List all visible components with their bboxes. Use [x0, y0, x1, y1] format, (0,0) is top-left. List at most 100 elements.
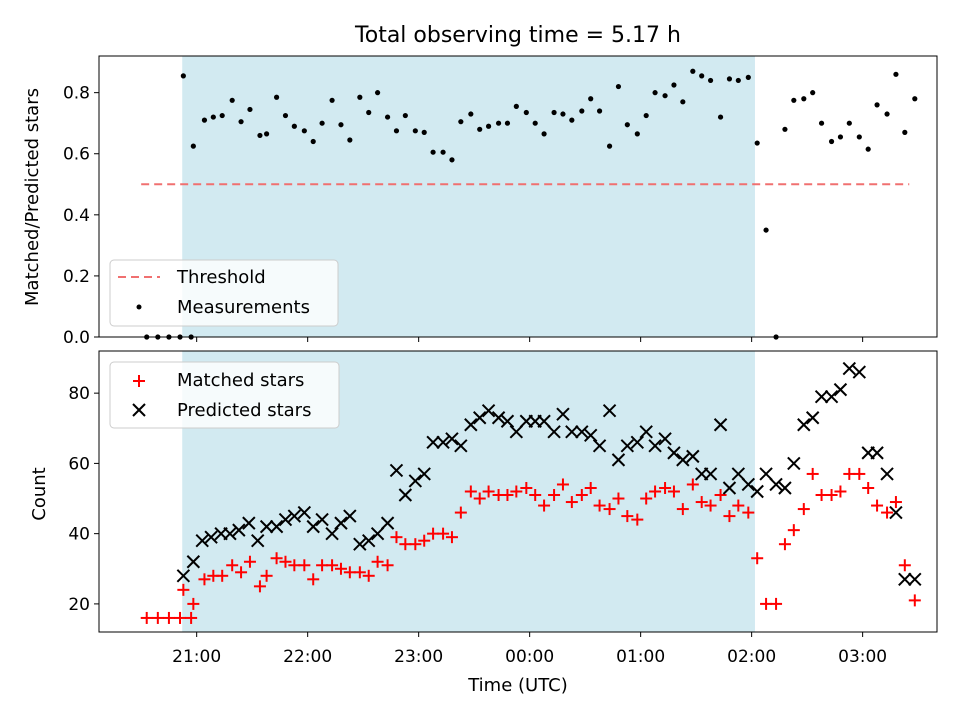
bottom-plot-frame — [98, 350, 938, 633]
matched-star-point — [253, 580, 266, 593]
measurement-point — [374, 90, 381, 96]
measurement-point — [201, 117, 208, 123]
measurement-point — [495, 120, 502, 126]
predicted-star-point — [731, 467, 746, 481]
measurement-point — [662, 93, 668, 99]
matched-star-point — [326, 559, 339, 572]
legend-measurements-label: Measurements — [177, 297, 310, 318]
measurement-point — [680, 99, 686, 105]
measurement-point — [615, 83, 622, 90]
measurement-point — [412, 128, 418, 134]
matched-star-point — [787, 524, 800, 537]
matched-star-point — [482, 485, 495, 498]
bottom-legend: Matched stars Predicted stars — [109, 361, 340, 429]
measurement-point — [763, 227, 769, 233]
predicted-star-point — [473, 411, 487, 425]
measurement-point — [884, 111, 890, 117]
predicted-star-point — [713, 418, 728, 432]
predicted-star-point — [797, 418, 811, 432]
predicted-star-point — [186, 555, 201, 569]
predicted-star-point — [398, 488, 413, 502]
matched-star-point — [584, 481, 597, 494]
matched-star-point — [187, 597, 200, 610]
predicted-star-point — [278, 512, 293, 527]
matched-star-point — [603, 503, 616, 516]
predicted-star-point — [362, 533, 376, 548]
x-axis-label: Time (UTC) — [467, 675, 568, 696]
measurement-point — [690, 68, 696, 74]
matched-star-point — [714, 489, 727, 502]
measurement-point — [247, 106, 253, 113]
matched-star-point — [216, 569, 229, 582]
matched-star-point — [334, 562, 347, 575]
legend-threshold-label: Threshold — [176, 267, 266, 288]
predicted-star-point — [870, 446, 884, 460]
matched-star-point — [898, 559, 911, 572]
matched-star-point — [770, 597, 783, 610]
x-tick-label: 22:00 — [283, 647, 332, 667]
predicted-star-point — [315, 512, 329, 527]
matched-star-point — [556, 478, 569, 491]
matched-star-point — [140, 611, 153, 624]
measurement-point — [745, 74, 751, 80]
measurement-point — [238, 119, 244, 125]
matched-star-point — [548, 489, 561, 502]
predicted-star-point — [898, 572, 912, 587]
bottom-y-axis: 20 40 60 80 — [68, 384, 99, 615]
predicted-star-point — [639, 425, 653, 439]
predicted-star-point — [611, 453, 626, 467]
matched-star-point — [612, 492, 625, 505]
legend-predicted-label: Predicted stars — [177, 400, 311, 421]
predicted-star-point — [454, 439, 468, 453]
matched-star-point — [704, 499, 717, 512]
predicted-star-point — [814, 389, 829, 404]
matched-star-point — [520, 481, 533, 494]
predicted-star-point — [852, 365, 867, 379]
measurement-point — [190, 143, 196, 149]
predicted-star-point — [426, 435, 440, 450]
measurement-point — [477, 126, 483, 132]
matched-star-point — [270, 552, 283, 565]
measurement-point — [569, 117, 575, 123]
matched-star-point — [853, 467, 866, 480]
measurement-point — [338, 122, 344, 128]
x-tick-label: 03:00 — [838, 647, 887, 667]
measurement-point — [652, 90, 658, 96]
measurement-point — [606, 143, 613, 149]
matched-star-point — [177, 583, 190, 596]
predicted-star-point — [176, 569, 191, 583]
matched-star-point — [649, 485, 662, 498]
measurement-point — [902, 129, 908, 135]
x-tick-label: 01:00 — [616, 647, 665, 667]
top-legend: Threshold Measurements — [109, 259, 339, 327]
predicted-star-point — [575, 425, 589, 439]
predicted-star-point — [676, 453, 690, 467]
top-y-axis-label: Matched/Predicted stars — [22, 88, 43, 306]
y-tick-label: 0.4 — [63, 206, 90, 226]
matched-star-point — [185, 611, 198, 624]
bottom-y-axis-label: Count — [29, 467, 50, 520]
measurement-point — [726, 76, 733, 82]
matched-star-point — [362, 569, 375, 582]
matched-star-point — [742, 506, 755, 519]
predicted-star-point — [889, 505, 903, 520]
measurement-point — [865, 146, 871, 152]
y-tick-label: 0.8 — [63, 84, 90, 104]
matched-star-point — [751, 552, 764, 565]
predicted-star-point — [287, 509, 302, 523]
measurement-point — [782, 126, 788, 132]
predicted-star-point — [297, 505, 312, 520]
predicted-star-point — [583, 428, 598, 443]
predicted-star-point — [242, 516, 256, 530]
predicted-star-point — [769, 477, 783, 492]
predicted-star-point — [908, 572, 922, 587]
measurements-points — [144, 68, 918, 340]
predicted-star-point — [547, 425, 561, 439]
predicted-star-point — [778, 481, 792, 495]
x-tick-label: 23:00 — [394, 647, 443, 667]
measurement-point — [856, 134, 862, 140]
predicted-star-point — [537, 414, 551, 428]
measurement-point — [541, 131, 547, 137]
matched-star-point — [353, 566, 366, 579]
matched-star-point — [418, 534, 431, 547]
